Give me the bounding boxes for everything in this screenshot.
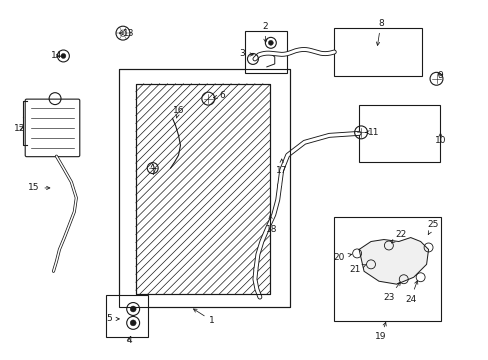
Text: 21: 21 <box>349 265 366 274</box>
Text: 5: 5 <box>106 314 119 323</box>
Text: 14: 14 <box>51 51 62 60</box>
Text: 23: 23 <box>383 282 400 302</box>
Polygon shape <box>358 238 427 284</box>
Text: 2: 2 <box>262 22 267 42</box>
Bar <box>119 69 289 307</box>
Bar <box>136 84 269 294</box>
Text: 4: 4 <box>126 336 131 345</box>
Bar <box>334 217 441 321</box>
Text: 8: 8 <box>376 19 383 45</box>
Circle shape <box>268 40 273 45</box>
Bar <box>244 31 286 73</box>
Text: 1: 1 <box>193 309 215 325</box>
Text: 18: 18 <box>265 215 277 234</box>
Text: 22: 22 <box>391 230 406 243</box>
FancyBboxPatch shape <box>25 99 80 157</box>
Text: 19: 19 <box>374 322 386 341</box>
Text: 20: 20 <box>333 253 351 262</box>
Text: 11: 11 <box>365 128 379 137</box>
Text: 24: 24 <box>404 281 417 303</box>
Bar <box>106 295 147 337</box>
Text: 6: 6 <box>213 91 224 100</box>
Text: 10: 10 <box>434 133 446 145</box>
Text: 16: 16 <box>172 106 184 118</box>
Text: 3: 3 <box>239 49 253 58</box>
Text: 17: 17 <box>275 159 287 175</box>
Circle shape <box>130 306 136 312</box>
Bar <box>136 84 269 294</box>
Circle shape <box>61 54 66 58</box>
Bar <box>119 69 289 307</box>
Text: 7: 7 <box>149 164 155 176</box>
Bar <box>334 28 421 76</box>
Text: 9: 9 <box>437 71 443 80</box>
Text: 13: 13 <box>120 29 134 38</box>
Circle shape <box>130 320 136 326</box>
Text: 12: 12 <box>14 124 25 133</box>
Bar <box>358 105 440 162</box>
Text: 25: 25 <box>427 220 438 235</box>
Text: 15: 15 <box>28 184 50 193</box>
